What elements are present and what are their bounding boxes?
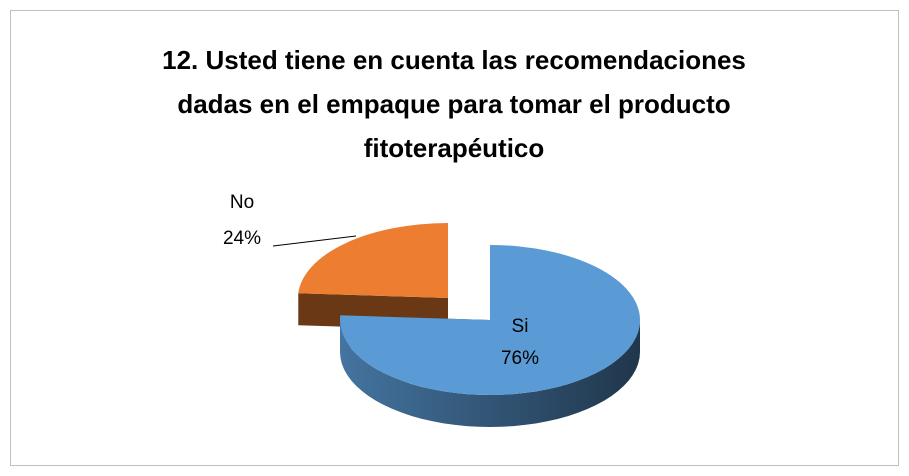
slice-value-label: 24% — [223, 228, 261, 249]
slice-category-label: No — [230, 192, 254, 213]
chart-title: 12. Usted tiene en cuenta las recomendac… — [162, 45, 746, 163]
slice-top — [340, 245, 641, 395]
slice-top — [298, 223, 448, 298]
slice-value-label: 76% — [501, 348, 539, 369]
slice-side — [340, 320, 640, 427]
slice-category-label: Si — [512, 316, 529, 337]
leader-line — [272, 235, 357, 247]
